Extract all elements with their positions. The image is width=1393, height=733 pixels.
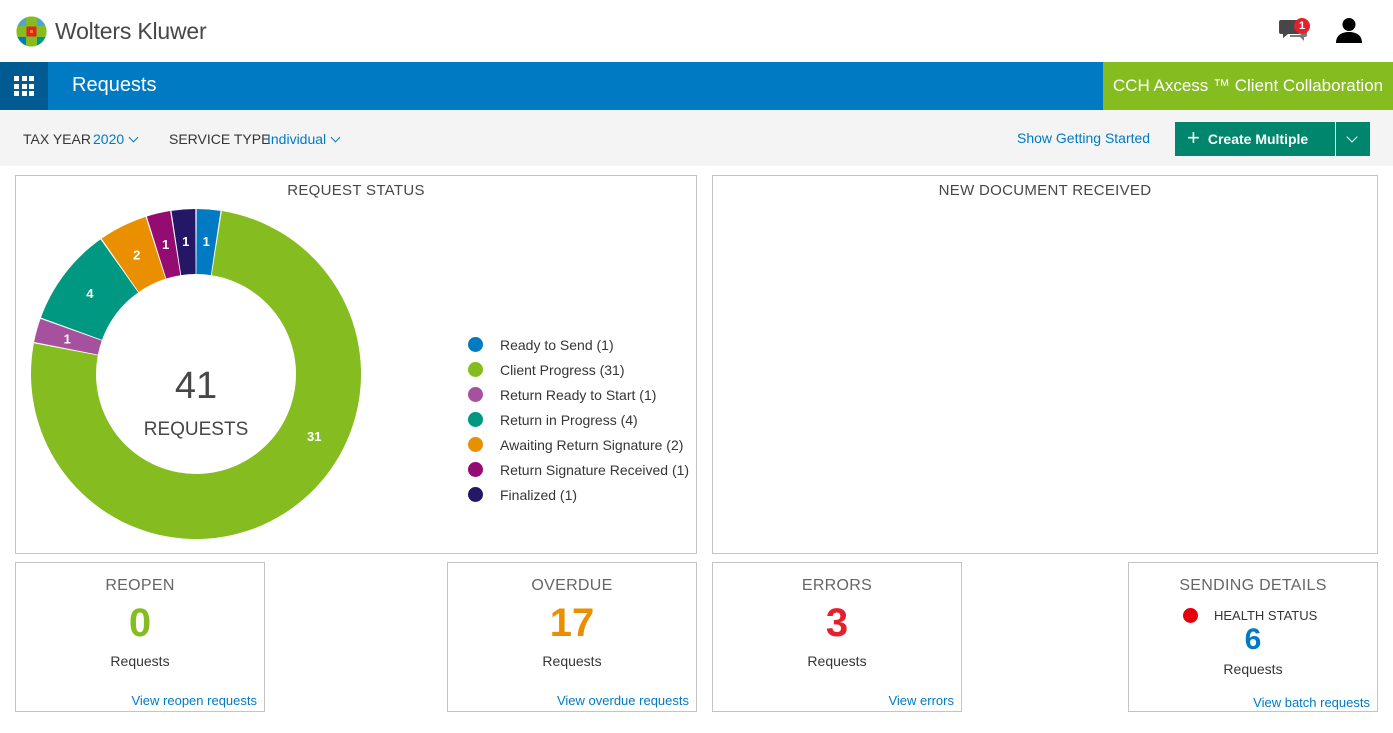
legend-label: Return in Progress (4): [500, 411, 638, 428]
view-errors-link[interactable]: View errors: [888, 693, 954, 708]
legend-label: Awaiting Return Signature (2): [500, 436, 684, 453]
donut-data-label: 1: [162, 237, 169, 252]
donut-slice-return-in-progress[interactable]: [40, 239, 139, 340]
top-header: Wolters Kluwer 1: [0, 0, 1393, 62]
errors-label: Requests: [807, 653, 867, 669]
donut-data-label: 4: [86, 286, 94, 301]
wolters-kluwer-logo-icon: [16, 16, 47, 47]
app-navbar: Requests CCH Axcess ™ Client Collaborati…: [0, 62, 1393, 110]
errors-title: ERRORS: [801, 577, 873, 594]
reopen-card: REOPEN 0 Requests View reopen requests: [15, 562, 265, 712]
request-status-panel: REQUEST STATUS 1 31 1 4 2 1 1 41 REQUESTS Read…: [15, 175, 697, 554]
page-title: Requests: [72, 74, 157, 96]
legend-swatch-icon: [468, 362, 483, 377]
sending-details-title: SENDING DETAILS: [1179, 577, 1327, 594]
legend-swatch-icon: [468, 337, 483, 352]
request-status-title: REQUEST STATUS: [287, 182, 425, 199]
chevron-down-icon: [1346, 131, 1358, 143]
legend-swatch-icon: [468, 412, 483, 427]
new-document-title: NEW DOCUMENT RECEIVED: [938, 182, 1152, 199]
legend-label: Finalized (1): [500, 486, 578, 503]
plus-icon: +: [1187, 125, 1200, 150]
brand-logo[interactable]: Wolters Kluwer: [16, 16, 207, 47]
health-status-indicator-icon: [1183, 608, 1198, 623]
health-status-label: HEALTH STATUS: [1214, 608, 1318, 623]
service-type-dropdown[interactable]: Individual: [267, 131, 341, 147]
app-launcher-button[interactable]: [0, 62, 48, 110]
overdue-count: 17: [549, 601, 595, 645]
user-avatar-icon[interactable]: [1335, 16, 1363, 44]
errors-card: ERRORS 3 Requests View errors: [712, 562, 962, 712]
batch-count: 6: [1244, 623, 1262, 656]
legend-swatch-icon: [468, 437, 483, 452]
donut-slice-return-signature-received[interactable]: [146, 211, 181, 279]
legend-item[interactable]: Awaiting Return Signature (2): [468, 432, 689, 457]
chevron-down-icon: [128, 132, 139, 143]
tax-year-label: TAX YEAR: [23, 131, 91, 147]
donut-slice-ready-to-send[interactable]: [196, 209, 221, 276]
create-options-dropdown[interactable]: [1336, 122, 1370, 156]
reopen-title: REOPEN: [105, 577, 175, 594]
legend-item[interactable]: Return Ready to Start (1): [468, 382, 689, 407]
create-multiple-label: Create Multiple: [1207, 131, 1309, 147]
total-requests-label: REQUESTS: [144, 419, 249, 440]
chevron-down-icon: [330, 132, 341, 143]
view-batch-requests-link[interactable]: View batch requests: [1253, 695, 1370, 710]
legend-item[interactable]: Finalized (1): [468, 482, 689, 507]
donut-data-label: 31: [307, 429, 321, 444]
donut-data-label: 1: [203, 234, 210, 249]
reopen-count: 0: [128, 601, 152, 645]
notification-badge: 1: [1294, 18, 1310, 34]
donut-data-label: 1: [182, 234, 189, 249]
health-status: HEALTH STATUS: [1183, 608, 1317, 623]
legend-item[interactable]: Client Progress (31): [468, 357, 689, 382]
tax-year-dropdown[interactable]: 2020: [93, 131, 139, 147]
overdue-title: OVERDUE: [531, 577, 613, 594]
legend-swatch-icon: [468, 387, 483, 402]
chart-legend: Ready to Send (1) Client Progress (31) Ret…: [468, 332, 689, 507]
service-type-label: SERVICE TYPE: [169, 131, 271, 147]
legend-swatch-icon: [468, 487, 483, 502]
new-document-panel: NEW DOCUMENT RECEIVED: [712, 175, 1378, 554]
total-requests-value: 41: [175, 365, 217, 407]
tax-year-value: 2020: [93, 131, 125, 147]
service-type-value: Individual: [267, 131, 327, 147]
legend-label: Return Ready to Start (1): [500, 386, 657, 403]
donut-slice-client-progress[interactable]: [30, 211, 361, 540]
batch-label: Requests: [1223, 661, 1283, 677]
legend-label: Return Signature Received (1): [500, 461, 690, 478]
overdue-card: OVERDUE 17 Requests View overdue request…: [447, 562, 697, 712]
show-getting-started-link[interactable]: Show Getting Started: [1017, 130, 1151, 146]
donut-data-label: 1: [64, 332, 71, 347]
donut-data-label: 2: [133, 247, 140, 262]
donut-slice-return-ready-to-start[interactable]: [34, 318, 102, 355]
legend-swatch-icon: [468, 462, 483, 477]
brand-name: Wolters Kluwer: [55, 18, 207, 44]
legend-item[interactable]: Return in Progress (4): [468, 407, 689, 432]
legend-label: Client Progress (31): [500, 361, 625, 378]
legend-item[interactable]: Ready to Send (1): [468, 332, 689, 357]
grid-icon: [14, 76, 34, 96]
donut-slice-awaiting-return-signature[interactable]: [101, 216, 166, 292]
reopen-label: Requests: [110, 653, 170, 669]
legend-label: Ready to Send (1): [500, 336, 614, 353]
product-name: CCH Axcess ™ Client Collaboration: [1103, 62, 1393, 110]
sending-details-card: SENDING DETAILS HEALTH STATUS 6 Requests…: [1128, 562, 1378, 712]
donut-slice-finalized[interactable]: [171, 209, 196, 276]
legend-item[interactable]: Return Signature Received (1): [468, 457, 689, 482]
filter-bar: TAX YEAR 2020 SERVICE TYPE Individual Sh…: [0, 110, 1393, 166]
view-reopen-requests-link[interactable]: View reopen requests: [131, 693, 257, 708]
view-overdue-requests-link[interactable]: View overdue requests: [556, 693, 689, 708]
create-multiple-button[interactable]: + Create Multiple: [1175, 122, 1335, 156]
overdue-label: Requests: [542, 653, 602, 669]
errors-count: 3: [825, 601, 849, 645]
